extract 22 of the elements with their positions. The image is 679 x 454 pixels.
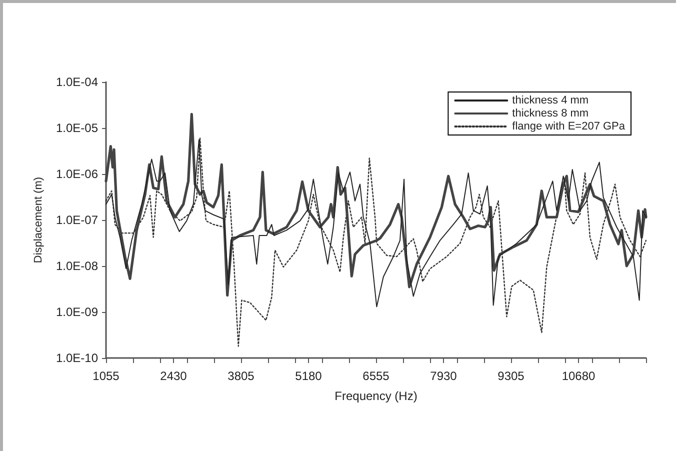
x-tick-label: 9305 <box>498 369 525 383</box>
y-axis-title: Displacement (m) <box>32 176 44 264</box>
y-tick-label: 1.0E-04 <box>56 75 98 89</box>
line-series <box>105 138 647 347</box>
x-axis-title: Frequency (Hz) <box>334 389 418 403</box>
x-tick-label: 2430 <box>160 369 188 383</box>
x-tick-label: 7930 <box>430 369 458 383</box>
y-tick-label: 1.0E-08 <box>56 259 98 273</box>
x-tick-label: 3805 <box>228 369 255 383</box>
legend-label: thickness 8 mm <box>512 108 589 120</box>
x-tick-label: 5180 <box>295 369 322 383</box>
y-tick-label: 1.0E-09 <box>56 305 98 319</box>
y-tick-label: 1.0E-10 <box>56 351 98 365</box>
x-tick-label: 6555 <box>362 369 390 383</box>
y-tick-label: 1.0E-05 <box>56 121 98 135</box>
legend-label: thickness 4 mm <box>512 94 589 106</box>
y-tick-label: 1.0E-06 <box>56 167 98 181</box>
line-series <box>106 139 646 308</box>
x-tick-label: 1055 <box>92 369 120 383</box>
y-tick-label: 1.0E-07 <box>56 213 98 227</box>
x-tick-label: 10680 <box>562 369 596 383</box>
legend-label: flange with E=207 GPa <box>512 120 626 132</box>
